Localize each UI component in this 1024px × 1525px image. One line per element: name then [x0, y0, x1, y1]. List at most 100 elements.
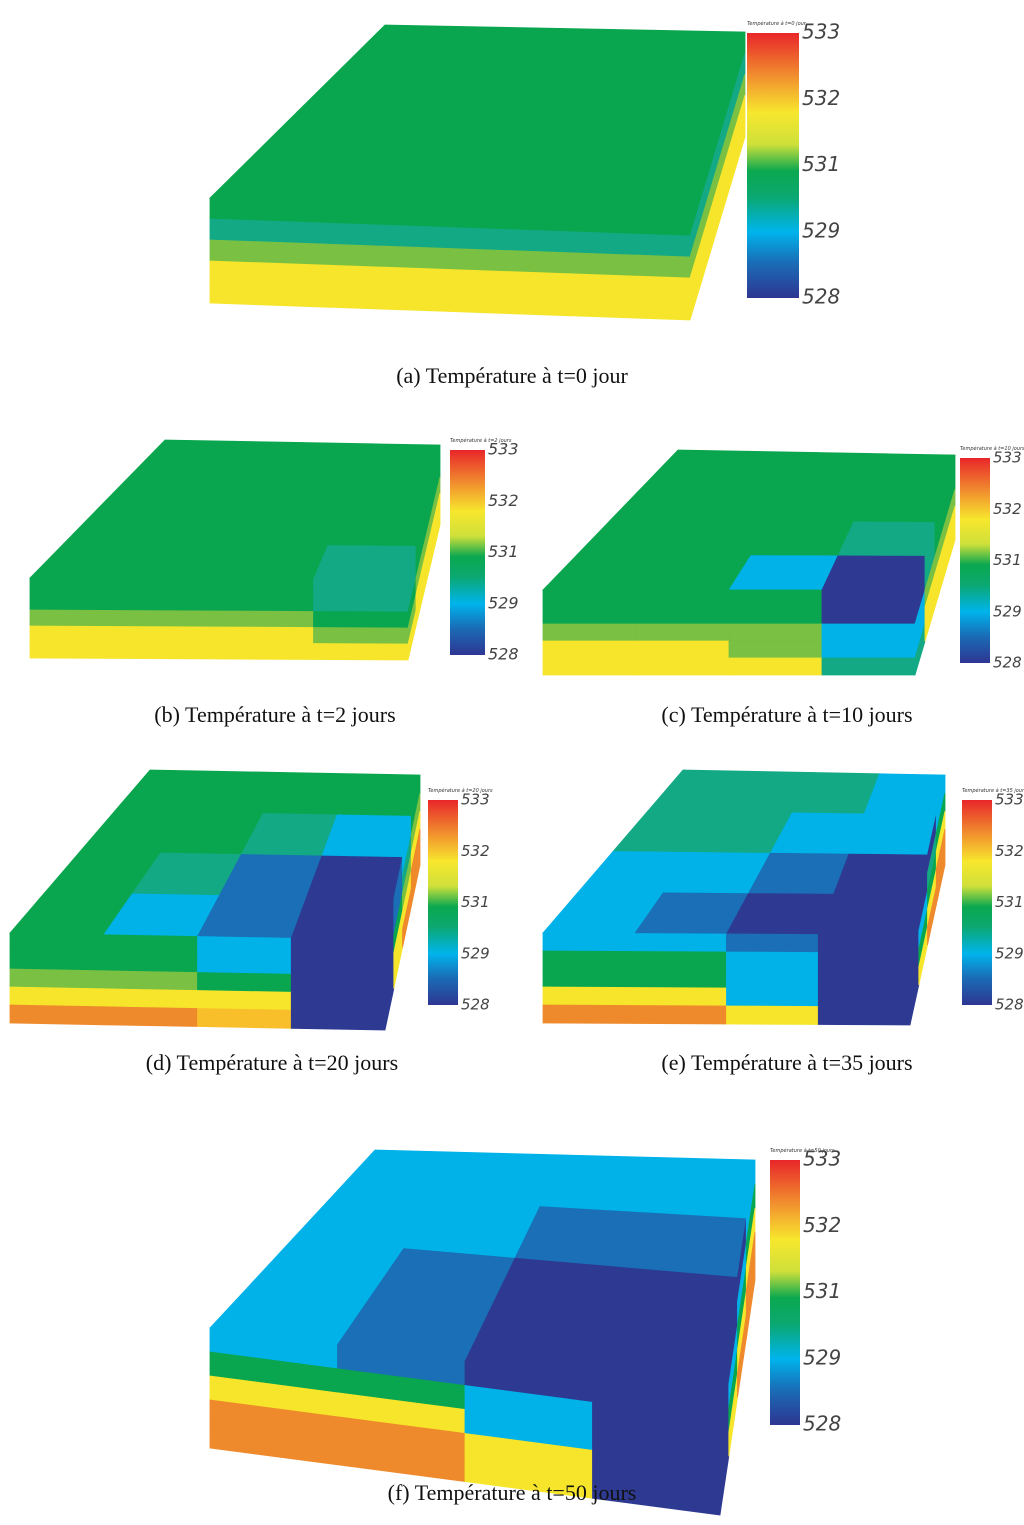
- front-face-cell: [209, 281, 331, 308]
- front-face-cell: [197, 936, 292, 957]
- front-face-cell: [635, 640, 730, 659]
- top-face-cell: [833, 853, 928, 896]
- front-face-cell: [218, 642, 314, 660]
- front-face-cell: [821, 623, 916, 642]
- front-face-cell: [29, 625, 125, 643]
- front-face-cell: [821, 657, 916, 676]
- side-face-cell: [944, 522, 956, 574]
- colorbar-tick-label: 528: [993, 654, 1022, 672]
- top-face-cell: [306, 855, 403, 900]
- front-face-cell: [634, 1005, 727, 1025]
- colorbar-title: Température à t=20 jours: [428, 787, 493, 794]
- colorbar-tick-label: 532: [803, 1213, 841, 1237]
- front-face-cell: [103, 934, 198, 955]
- front-face-cell: [313, 595, 409, 613]
- colorbar-tick-label: 532: [995, 842, 1024, 860]
- front-face-cell: [290, 973, 386, 995]
- colorbar-tick-label: 532: [488, 491, 519, 510]
- front-face-cell: [313, 611, 409, 629]
- front-face-cell: [103, 952, 198, 973]
- colorbar-tick-label: 528: [803, 1412, 841, 1436]
- top-face-cell: [321, 814, 412, 858]
- front-face-cell: [634, 969, 727, 989]
- front-face-cell: [634, 951, 727, 971]
- front-face-cell: [726, 951, 819, 971]
- colorbar-tick-label: 531: [802, 152, 840, 176]
- colorbar-tick-label: 533: [488, 440, 519, 459]
- front-face-cell: [290, 937, 386, 959]
- front-face-cell: [728, 606, 823, 625]
- front-face-cell: [290, 991, 386, 1013]
- colorbar-tick-label: 528: [488, 645, 519, 664]
- front-face-cell: [726, 969, 819, 989]
- caption: (a) Température à t=0 jour: [396, 363, 628, 388]
- front-face-cell: [728, 623, 823, 642]
- top-face-cell: [625, 1212, 747, 1278]
- colorbar-tick-label: 533: [802, 20, 840, 44]
- front-face-cell: [569, 294, 691, 321]
- front-face-cell: [817, 934, 911, 954]
- side-face-cell: [745, 1255, 756, 1339]
- front-face-cell: [29, 593, 125, 611]
- colorbar: [960, 458, 990, 663]
- front-face-cell: [542, 1004, 636, 1024]
- front-face-cell: [290, 955, 386, 977]
- colorbar-tick-label: 532: [461, 842, 490, 860]
- front-face-cell: [103, 988, 198, 1009]
- colorbar: [428, 800, 458, 1005]
- colorbar: [747, 33, 799, 298]
- front-face-cell: [817, 970, 911, 990]
- colorbar-tick-label: 531: [995, 893, 1024, 911]
- front-face-cell: [218, 594, 314, 612]
- colorbar-tick-label: 533: [803, 1147, 841, 1171]
- front-face-cell: [542, 968, 636, 988]
- front-face-cell: [542, 623, 637, 642]
- colorbar: [962, 800, 992, 1005]
- top-face-cell: [356, 443, 441, 480]
- front-face-cell: [218, 610, 314, 628]
- top-face-cell: [590, 120, 719, 170]
- front-face-cell: [726, 1005, 819, 1025]
- caption: (f) Température à t=50 jours: [388, 1480, 637, 1505]
- front-face-cell: [635, 589, 730, 608]
- top-face-cell: [853, 487, 946, 523]
- colorbar: [770, 1160, 800, 1425]
- colorbar-tick-label: 531: [993, 551, 1022, 569]
- front-face-cell: [542, 606, 637, 625]
- top-face-cell: [327, 511, 425, 547]
- colorbar-tick-label: 533: [993, 449, 1022, 467]
- colorbar-tick-label: 529: [803, 1345, 841, 1369]
- front-face-cell: [9, 932, 105, 954]
- colorbar-tick-label: 531: [488, 542, 519, 561]
- front-face-cell: [290, 1009, 386, 1031]
- colorbar-tick-label: 529: [802, 218, 840, 242]
- front-face-cell: [29, 641, 125, 659]
- colorbar-tick-label: 528: [461, 996, 490, 1014]
- front-face-cell: [726, 933, 819, 953]
- colorbar-tick-label: 533: [995, 791, 1024, 809]
- caption: (c) Température à t=10 jours: [661, 702, 912, 727]
- front-face-cell: [29, 609, 125, 627]
- top-face-cell: [290, 896, 395, 941]
- side-face-cell: [431, 508, 441, 559]
- front-face-cell: [124, 626, 220, 644]
- front-face-cell: [542, 932, 636, 952]
- front-face-cell: [635, 657, 730, 676]
- colorbar-title: Température à t=35 jours: [962, 787, 1024, 794]
- top-face-cell: [848, 813, 937, 856]
- front-face-cell: [542, 640, 637, 659]
- colorbar-tick-label: 529: [488, 593, 519, 612]
- front-face-cell: [821, 606, 916, 625]
- front-face-cell: [635, 623, 730, 642]
- colorbar-title: Température à t=10 jours: [960, 445, 1024, 452]
- colorbar-tick-label: 528: [995, 996, 1024, 1014]
- front-face-cell: [197, 1008, 292, 1029]
- front-face-cell: [542, 986, 636, 1006]
- top-face-cell: [312, 545, 417, 581]
- front-face-cell: [542, 589, 637, 608]
